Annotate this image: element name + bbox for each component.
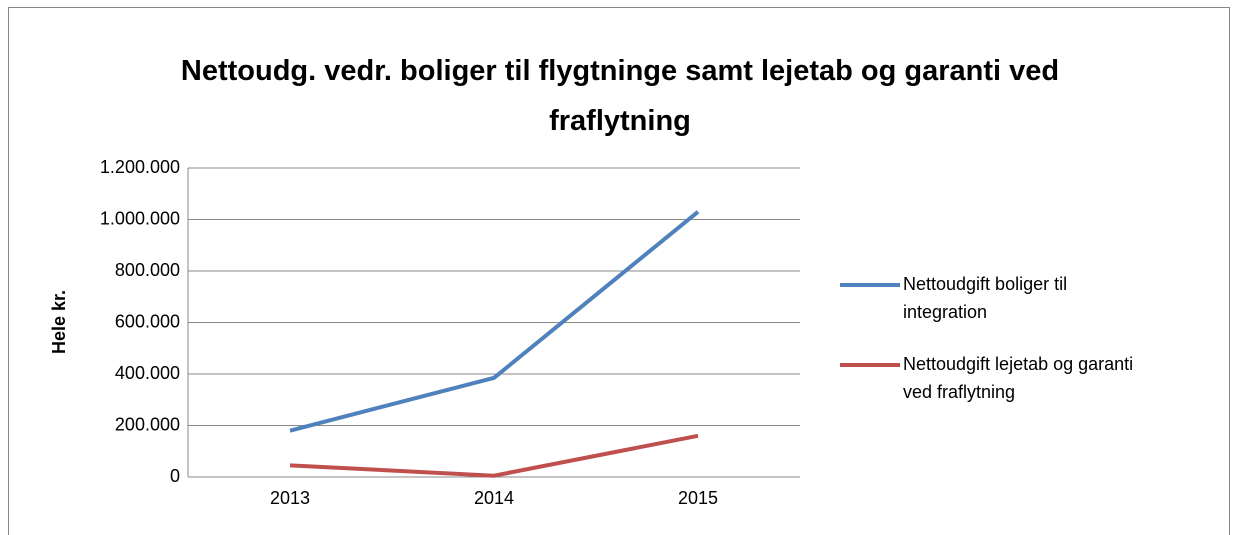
- y-tick-label: 1.000.000: [100, 208, 180, 228]
- y-tick-label: 0: [170, 466, 180, 486]
- x-tick-label: 2013: [270, 488, 310, 508]
- y-tick-label: 1.200.000: [100, 157, 180, 177]
- legend-label: Nettoudgift boliger til integration: [903, 274, 1068, 322]
- y-tick-label: 600.000: [115, 311, 180, 331]
- series-line: [289, 433, 699, 478]
- x-tick-label: 2015: [678, 488, 718, 508]
- y-tick-label: 800.000: [115, 260, 180, 280]
- y-axis-label: Hele kr.: [49, 290, 69, 354]
- legend-label: Nettoudgift lejetab og garanti ved frafl…: [903, 354, 1134, 402]
- chart-frame: [8, 7, 1230, 535]
- series-line: [289, 210, 700, 433]
- x-tick-label: 2014: [474, 488, 514, 508]
- y-tick-label: 200.000: [115, 414, 180, 434]
- chart-title: Nettoudg. vedr. boliger til flygtninge s…: [180, 55, 1060, 137]
- y-tick-label: 400.000: [115, 363, 180, 383]
